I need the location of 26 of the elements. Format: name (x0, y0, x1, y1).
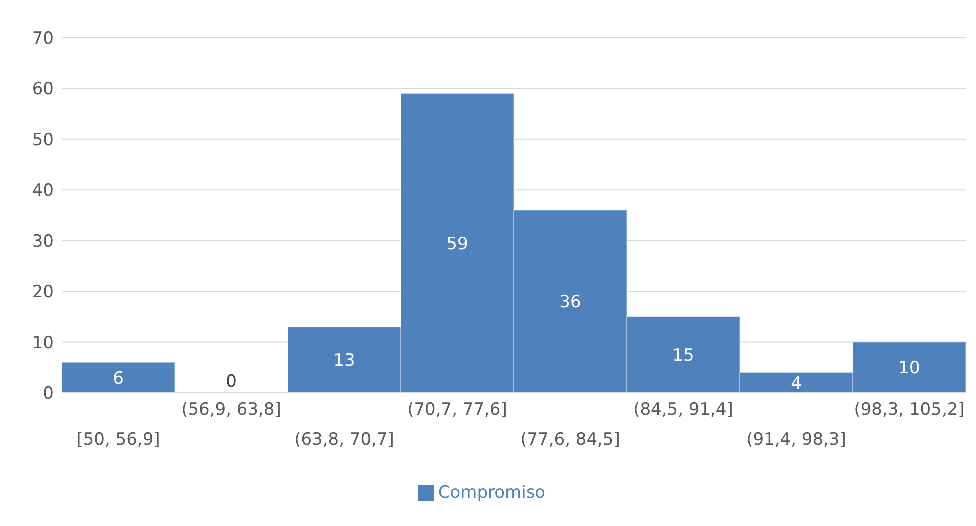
data-label: 4 (791, 374, 802, 394)
x-tick-label: (70,7, 77,6] (408, 400, 508, 420)
x-tick-label: (56,9, 63,8] (182, 400, 282, 420)
data-label: 10 (898, 358, 920, 379)
data-label: 59 (446, 234, 468, 254)
x-tick-label: (63,8, 70,7] (294, 430, 394, 450)
data-label: 0 (226, 372, 237, 392)
x-tick-label: [50, 56,9] (76, 430, 160, 450)
y-tick-label: 60 (32, 80, 54, 100)
y-tick-label: 40 (32, 181, 54, 202)
data-label: 6 (113, 368, 124, 389)
bar (62, 362, 176, 393)
data-label: 36 (560, 292, 582, 313)
data-label: 13 (334, 351, 356, 372)
y-tick-label: 10 (32, 333, 54, 354)
x-tick-label: (77,6, 84,5] (520, 430, 620, 450)
y-tick-label: 50 (32, 130, 54, 150)
data-label: 15 (672, 346, 694, 366)
y-tick-label: 20 (32, 282, 54, 303)
x-tick-label: (91,4, 98,3] (746, 430, 846, 450)
y-tick-label: 0 (43, 384, 54, 404)
legend-label: Compromiso (438, 483, 546, 503)
x-tick-label: (84,5, 91,4] (634, 400, 734, 420)
y-tick-label: 70 (32, 29, 54, 50)
x-tick-label: (98,3, 105,2] (854, 400, 965, 420)
y-tick-label: 30 (32, 232, 54, 252)
